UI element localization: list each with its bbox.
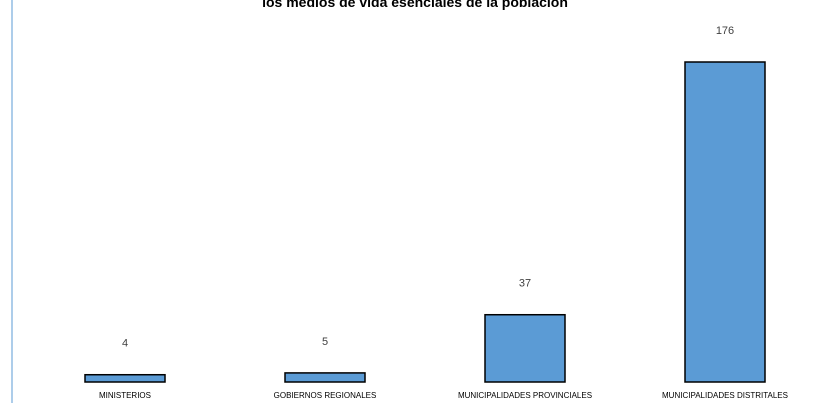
bar-3 [684,61,766,383]
data-label-3: 176 [716,25,734,37]
category-label-2: MUNICIPALIDADES PROVINCIALES [458,391,592,400]
category-label-0: MINISTERIOS [99,391,151,400]
category-label-1: GOBIERNOS REGIONALES [274,391,377,400]
bars-group [84,61,766,383]
data-label-0: 4 [122,338,128,350]
bar-2 [484,313,566,383]
category-label-3: MUNICIPALIDADES DISTRITALES [662,391,788,400]
data-labels-group: 4 5 37 176 [122,25,734,350]
data-label-2: 37 [519,278,531,290]
chart-title: los medios de vida esenciales de la pobl… [262,0,568,10]
data-label-1: 5 [322,336,328,348]
bar-1 [284,372,366,383]
bar-0 [84,373,166,383]
category-labels-group: MINISTERIOS GOBIERNOS REGIONALES MUNICIPAL… [99,391,788,400]
